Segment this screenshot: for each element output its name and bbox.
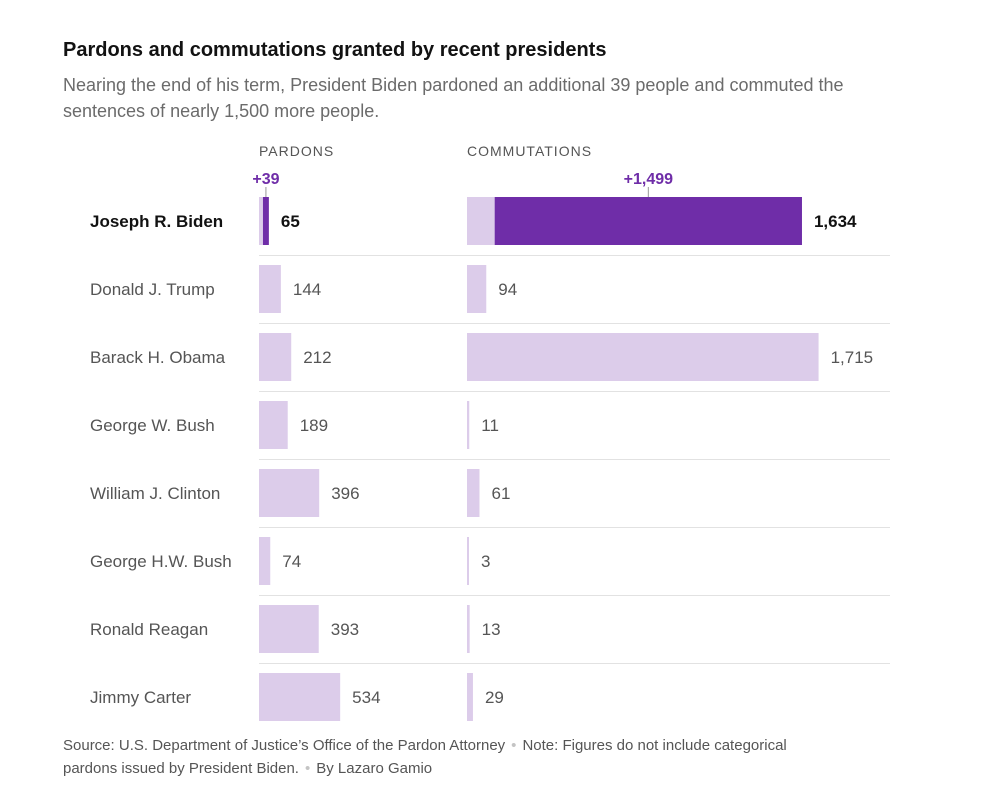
value-label-commutations-ronald-reagan: 13 (482, 620, 501, 639)
bar-pardons-joseph-r-biden-added (262, 197, 269, 245)
delta-label-commutations: +1,499 (624, 171, 673, 188)
bar-commutations-william-j-clinton (467, 469, 480, 517)
bar-commutations-jimmy-carter (467, 673, 473, 721)
value-label-pardons-barack-h-obama: 212 (303, 348, 331, 367)
column-header-pardons: PARDONS (259, 143, 334, 159)
value-label-commutations-william-j-clinton: 61 (492, 484, 511, 503)
row-label-george-w-bush: George W. Bush (90, 416, 215, 435)
value-label-commutations-joseph-r-biden: 1,634 (814, 212, 857, 231)
bar-pardons-barack-h-obama (259, 333, 292, 381)
bar-pardons-joseph-r-biden-prior (259, 197, 263, 245)
value-label-commutations-jimmy-carter: 29 (485, 688, 504, 707)
column-header-commutations: COMMUTATIONS (467, 143, 592, 159)
bar-commutations-george-h-w-bush (467, 537, 469, 585)
bar-commutations-donald-j-trump (467, 265, 487, 313)
bar-pardons-jimmy-carter (259, 673, 341, 721)
value-label-commutations-donald-j-trump: 94 (498, 280, 517, 299)
note-text: Note: Figures do not include categorical… (63, 737, 787, 777)
value-label-commutations-george-w-bush: 11 (481, 416, 499, 435)
bar-pardons-william-j-clinton (259, 469, 320, 517)
byline: By Lazaro Gamio (316, 760, 433, 777)
bar-commutations-george-w-bush (467, 401, 470, 449)
row-label-jimmy-carter: Jimmy Carter (90, 688, 191, 707)
row-label-barack-h-obama: Barack H. Obama (90, 348, 226, 367)
row-label-joseph-r-biden: Joseph R. Biden (90, 212, 223, 231)
row-label-donald-j-trump: Donald J. Trump (90, 280, 215, 299)
bar-commutations-joseph-r-biden-prior (467, 197, 495, 245)
source-note: Source: U.S. Department of Justice’s Off… (63, 734, 823, 780)
value-label-pardons-ronald-reagan: 393 (331, 620, 359, 639)
row-label-ronald-reagan: Ronald Reagan (90, 620, 208, 639)
chart-title: Pardons and commutations granted by rece… (63, 39, 607, 61)
bar-pardons-george-h-w-bush (259, 537, 271, 585)
value-label-pardons-george-h-w-bush: 74 (282, 552, 301, 571)
source-text: Source: U.S. Department of Justice’s Off… (63, 737, 506, 754)
value-label-pardons-joseph-r-biden: 65 (281, 212, 300, 231)
row-label-william-j-clinton: William J. Clinton (90, 484, 220, 503)
value-label-commutations-barack-h-obama: 1,715 (831, 348, 874, 367)
bar-pardons-george-w-bush (259, 401, 288, 449)
value-label-pardons-jimmy-carter: 534 (352, 688, 380, 707)
delta-label-pardons: +39 (252, 171, 279, 188)
bar-pardons-donald-j-trump (259, 265, 281, 313)
bar-commutations-ronald-reagan (467, 605, 470, 653)
pardons-commutations-chart: PARDONS COMMUTATIONS Joseph R. Biden +39 65 +… (90, 143, 890, 721)
separator-dot: • (511, 737, 517, 754)
value-label-pardons-donald-j-trump: 144 (293, 280, 321, 299)
value-label-pardons-george-w-bush: 189 (300, 416, 328, 435)
bar-commutations-joseph-r-biden-added (494, 197, 802, 245)
row-label-george-h-w-bush: George H.W. Bush (90, 552, 232, 571)
value-label-pardons-william-j-clinton: 396 (331, 484, 359, 503)
chart-subtitle: Nearing the end of his term, President B… (63, 75, 844, 121)
value-label-commutations-george-h-w-bush: 3 (481, 552, 490, 571)
separator-dot: • (304, 760, 311, 777)
bar-pardons-ronald-reagan (259, 605, 319, 653)
bar-commutations-barack-h-obama (467, 333, 819, 381)
